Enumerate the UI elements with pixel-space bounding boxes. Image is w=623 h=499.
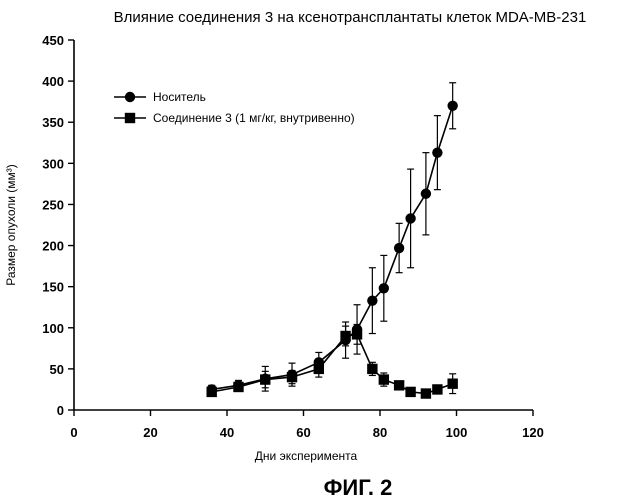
legend-label-vehicle: Носитель <box>153 90 206 104</box>
data-point-vehicle <box>432 147 443 158</box>
y-tick-label: 350 <box>42 115 64 130</box>
y-tick-label: 50 <box>50 362 64 377</box>
data-point-compound3 <box>420 388 432 399</box>
x-tick-label: 120 <box>522 425 544 440</box>
x-tick-label: 0 <box>70 425 77 440</box>
data-point-vehicle <box>447 100 458 111</box>
y-tick-label: 0 <box>57 403 64 418</box>
legend-label-compound3: Соединение 3 (1 мг/кг, внутривенно) <box>153 111 355 125</box>
data-point-vehicle <box>405 213 416 224</box>
legend: Носитель Соединение 3 (1 мг/кг, внутривен… <box>114 90 355 125</box>
data-point-compound3 <box>286 371 298 383</box>
series-line-compound3 <box>211 333 453 395</box>
x-tick-label: 40 <box>220 425 234 440</box>
data-point-compound3 <box>393 380 405 391</box>
data-point-vehicle <box>420 188 432 199</box>
chart-title: Влияние соединения 3 на ксенотранспланта… <box>114 9 587 26</box>
legend-marker-compound3 <box>124 112 136 124</box>
x-tick-label: 100 <box>446 425 468 440</box>
data-point-compound3 <box>378 374 390 385</box>
x-tick-label: 80 <box>373 425 387 440</box>
x-tick-label: 60 <box>296 425 310 440</box>
x-axis-ticks: 0 20 40 60 80 100 120 <box>70 410 544 440</box>
y-tick-label: 450 <box>42 33 64 48</box>
y-axis-label: Размер опухоли (мм³) <box>4 164 18 286</box>
data-point-compound3 <box>233 381 244 393</box>
y-tick-label: 250 <box>42 197 64 212</box>
y-tick-label: 200 <box>42 239 64 254</box>
x-tick-label: 20 <box>143 425 157 440</box>
y-tick-label: 300 <box>42 156 64 171</box>
plot-area <box>206 82 458 399</box>
data-point-vehicle <box>393 242 405 254</box>
y-tick-label: 400 <box>42 74 64 89</box>
data-point-compound3 <box>351 329 363 340</box>
series-vehicle <box>206 82 458 395</box>
series-line-vehicle <box>211 105 454 391</box>
y-tick-label: 150 <box>42 280 64 295</box>
series-compound3 <box>206 323 458 399</box>
axes <box>73 40 533 411</box>
data-point-compound3 <box>340 330 351 342</box>
data-point-compound3 <box>405 386 416 398</box>
data-point-compound3 <box>260 374 271 385</box>
data-point-compound3 <box>432 384 443 395</box>
legend-marker-vehicle <box>124 91 136 103</box>
data-point-vehicle <box>378 283 390 294</box>
figure-caption: ФИГ. 2 <box>324 475 393 499</box>
y-axis-ticks: 0 50 100 150 200 250 300 350 400 450 <box>42 33 74 418</box>
data-point-vehicle <box>367 295 378 306</box>
data-point-compound3 <box>206 386 217 398</box>
data-point-compound3 <box>313 363 324 375</box>
data-point-compound3 <box>447 378 458 389</box>
x-axis-label: Дни эксперимента <box>255 449 358 463</box>
y-tick-label: 100 <box>42 321 64 336</box>
data-point-compound3 <box>367 363 378 375</box>
